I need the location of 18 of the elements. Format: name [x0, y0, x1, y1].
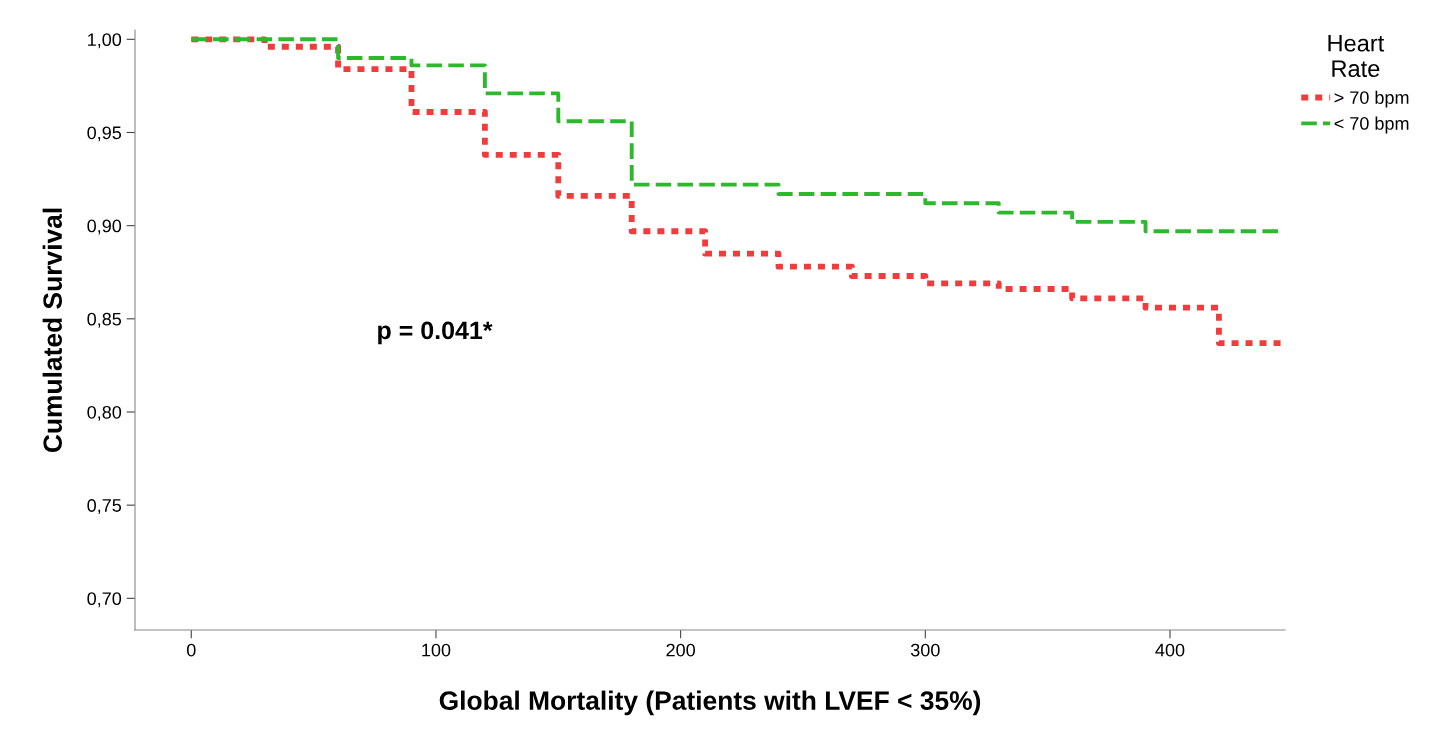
x-tick-label: 400: [1155, 643, 1185, 657]
y-tick-label: 0,80: [87, 405, 122, 421]
x-tick-label: 300: [910, 643, 940, 657]
legend-label: < 70 bpm: [1334, 116, 1409, 134]
y-tick-label: 0,85: [87, 312, 122, 328]
y-tick-label: 0,90: [87, 219, 122, 235]
legend-title: Heart Rate: [1328, 35, 1385, 78]
x-tick-label: 100: [422, 643, 451, 657]
x-tick-label: 0: [186, 643, 196, 657]
legend-label: > 70 bpm: [1334, 90, 1409, 108]
y-tick-label: 0,75: [87, 499, 122, 515]
x-axis-title: Global Mortality (Patients with LVEF < 35%): [439, 690, 981, 716]
x-tick-label: 200: [666, 643, 695, 657]
y-tick-label: 0,70: [87, 592, 122, 608]
y-tick-label: 1,00: [88, 33, 122, 49]
y-tick-label: 0,95: [87, 126, 122, 142]
y-axis-title: Cumulated Survival: [42, 208, 63, 453]
annotation: p = 0.041*: [378, 321, 493, 345]
